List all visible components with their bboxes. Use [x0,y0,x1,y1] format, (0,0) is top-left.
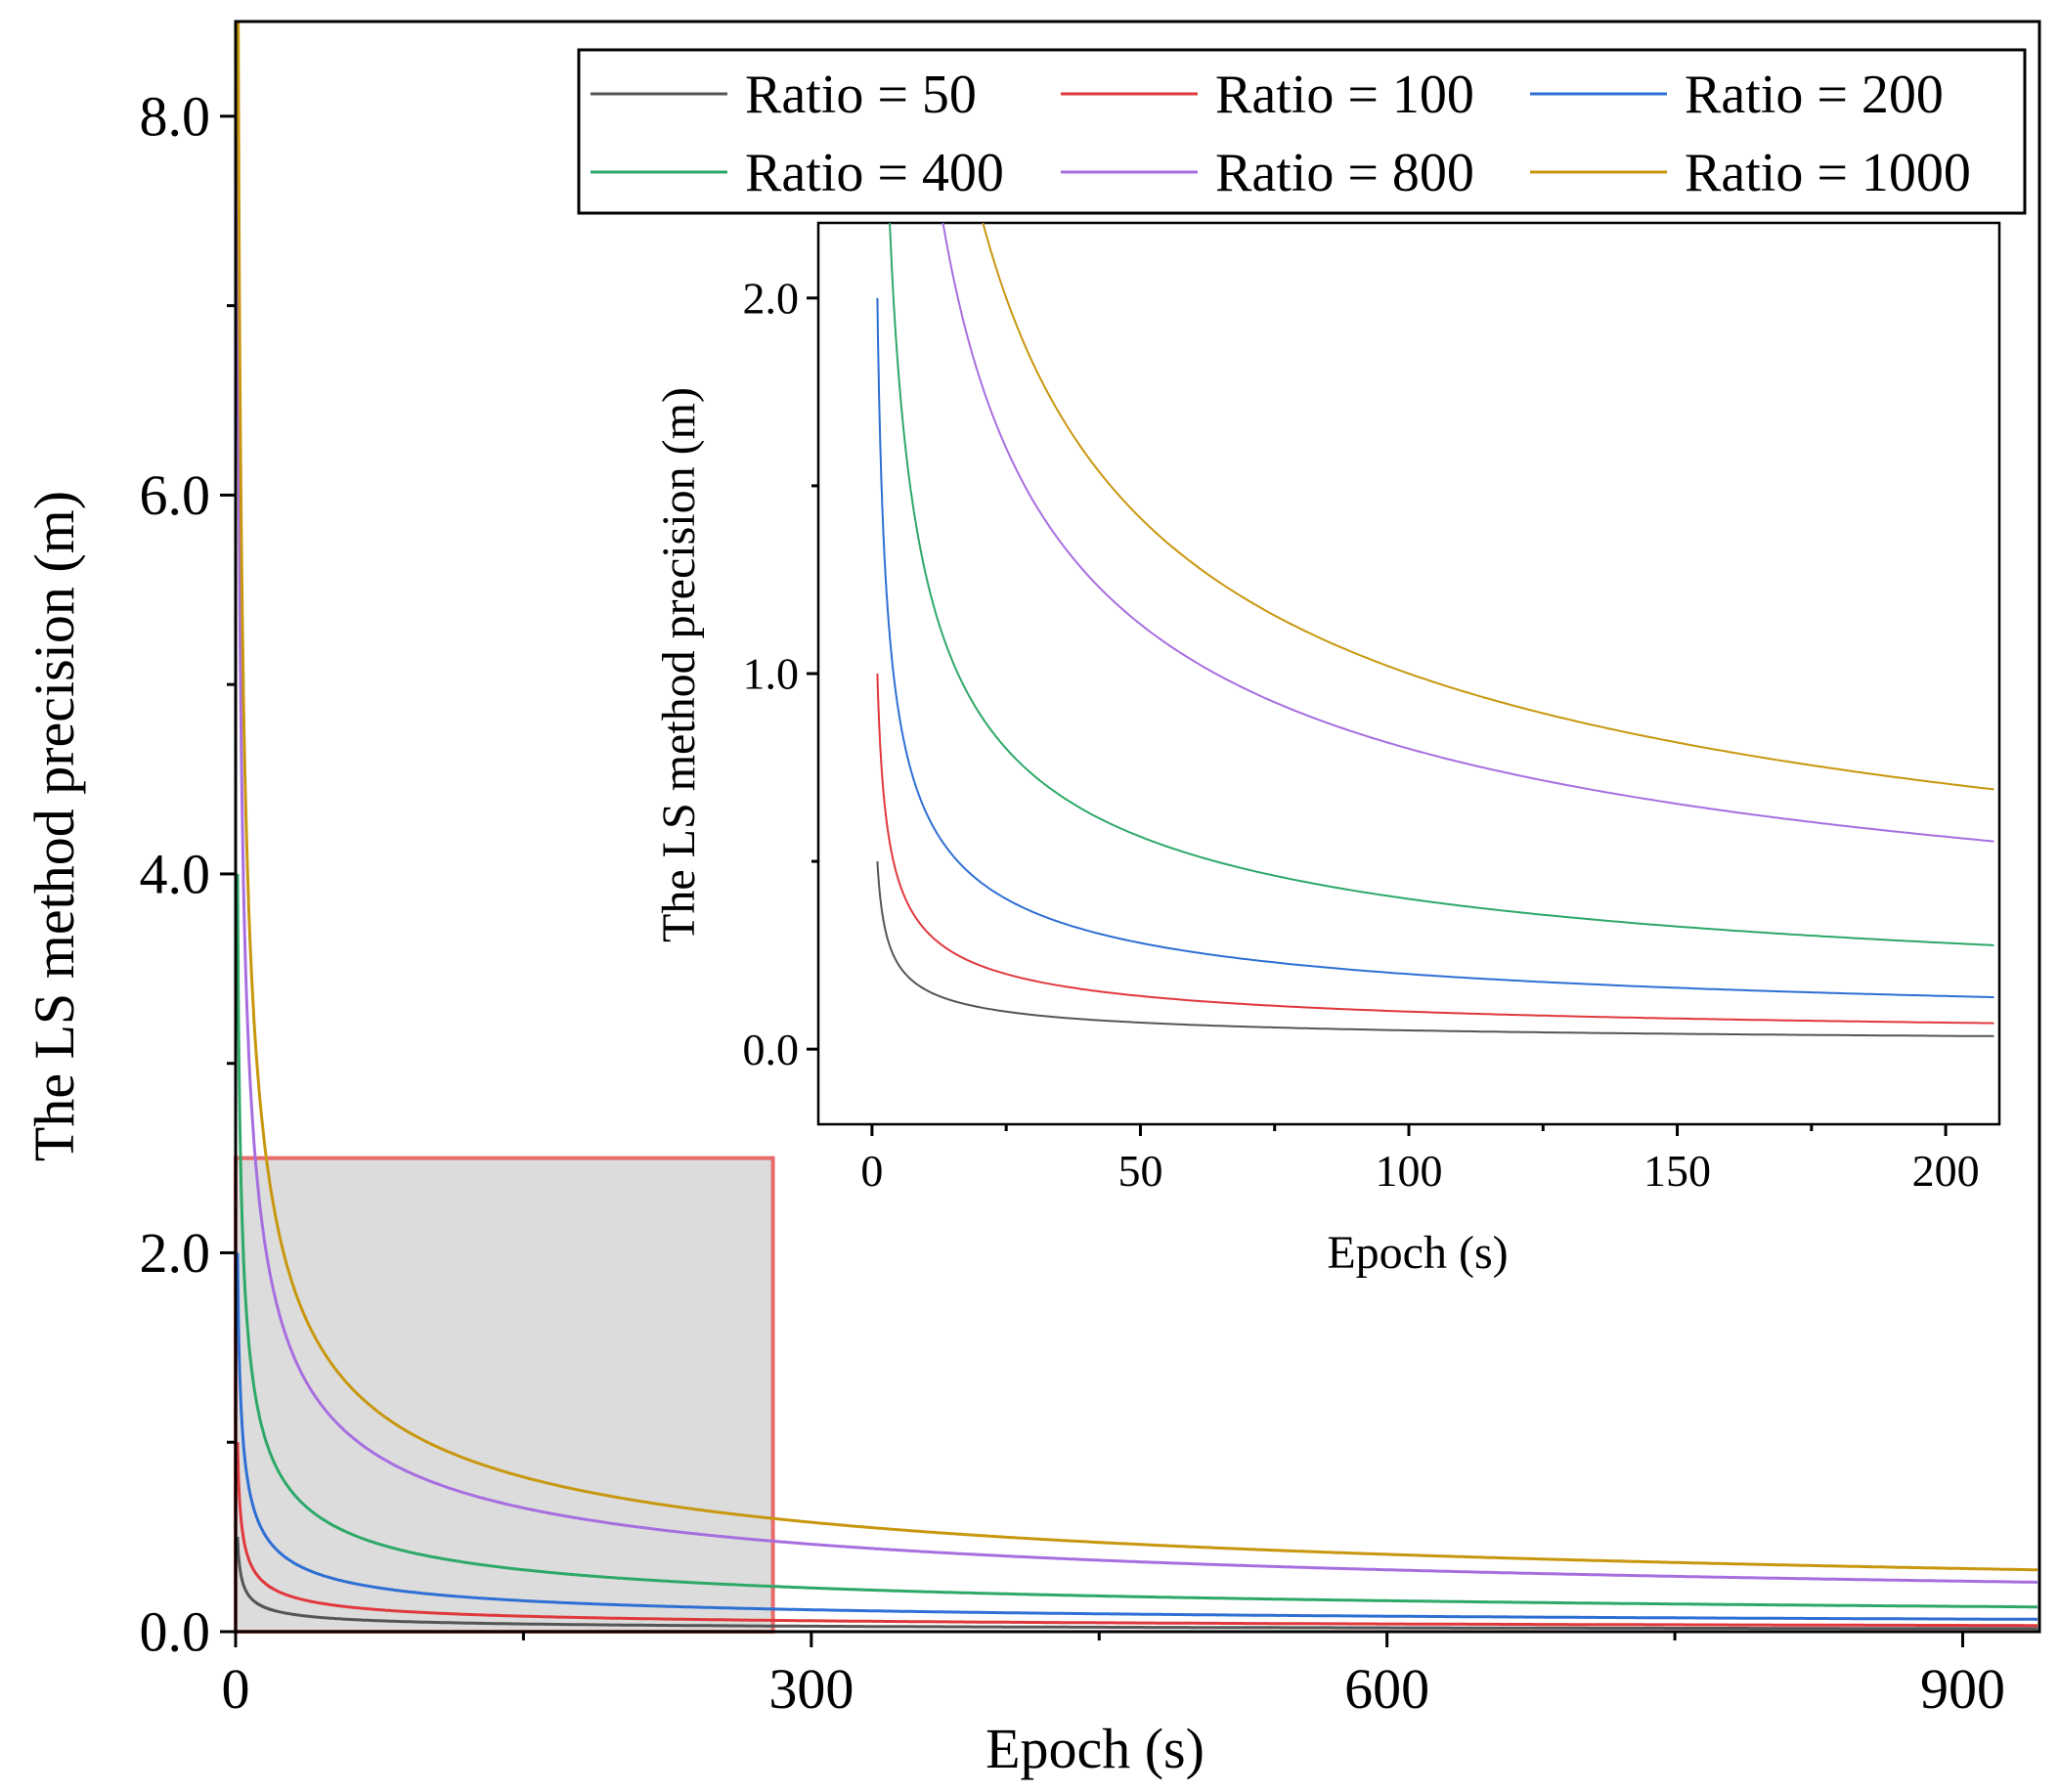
inset-x-tick-label: 0 [860,1146,883,1196]
inset-plot: 0 50 100 150 200 0.0 1.0 2.0 Epoch (s) The LS m… [653,221,2001,1279]
main-series-line-ratio-50 [236,1537,2037,1631]
main-x-tick-label: 300 [768,1657,854,1721]
inset-series-line-ratio-800 [942,223,1994,843]
main-series-line-ratio-100 [236,1442,2037,1628]
inset-series-group [876,223,1994,1037]
inset-series-line-ratio-400 [889,223,1994,946]
zoom-highlight-region [234,1156,775,1635]
main-series-group [236,22,2038,1631]
inset-series-line-ratio-100 [876,673,1994,1025]
legend-box [577,48,2027,215]
main-plot-frame [234,20,2041,1634]
main-x-tick-label: 600 [1344,1657,1429,1721]
legend: Ratio = 50 Ratio = 100 Ratio = 200 Ratio = … [577,48,2027,215]
main-series-line-ratio-800 [236,115,2037,1584]
main-y-tick-label: 4.0 [140,843,211,906]
legend-label-ratio-400: Ratio = 400 [745,143,1004,203]
main-series-line-ratio-200 [236,1252,2038,1621]
main-y-tick-label: 2.0 [140,1221,211,1285]
legend-label-ratio-50: Ratio = 50 [745,65,977,125]
main-y-tick-label: 6.0 [140,463,211,527]
main-series-line-ratio-400 [236,873,2037,1609]
inset-x-tick-label: 200 [1912,1146,1980,1196]
inset-series-line-ratio-200 [876,297,1994,998]
legend-label-ratio-800: Ratio = 800 [1215,143,1474,203]
main-y-tick-label: 0.0 [140,1600,211,1664]
inset-y-tick-label: 1.0 [743,649,800,699]
inset-series-line-ratio-1000 [982,223,1994,791]
main-x-axis-label: Epoch (s) [986,1717,1205,1780]
legend-label-ratio-200: Ratio = 200 [1685,65,1944,125]
inset-y-axis-label: The LS method precision (m) [653,387,705,942]
inset-x-tick-label: 150 [1643,1146,1711,1196]
legend-items: Ratio = 50 Ratio = 100 Ratio = 200 Ratio = … [591,65,1971,203]
main-x-tick-label: 0 [222,1657,250,1721]
main-axes: 0 300 600 900 0.0 2.0 4.0 6.0 8.0 [140,85,2005,1721]
legend-label-ratio-100: Ratio = 100 [1215,65,1474,125]
inset-x-axis-label: Epoch (s) [1327,1227,1508,1279]
main-x-tick-label: 900 [1920,1657,2005,1721]
inset-axes: 0 50 100 150 200 0.0 1.0 2.0 [743,273,1980,1196]
inset-series-line-ratio-50 [876,861,1994,1037]
main-y-tick-label: 8.0 [140,85,211,149]
inset-x-tick-label: 50 [1117,1146,1162,1196]
inset-y-tick-label: 2.0 [743,273,800,323]
legend-label-ratio-1000: Ratio = 1000 [1685,143,1971,203]
inset-y-tick-label: 0.0 [743,1025,800,1074]
main-y-axis-label: The LS method precision (m) [22,491,86,1161]
inset-x-tick-label: 100 [1376,1146,1443,1196]
main-series-line-ratio-1000 [237,22,2038,1572]
